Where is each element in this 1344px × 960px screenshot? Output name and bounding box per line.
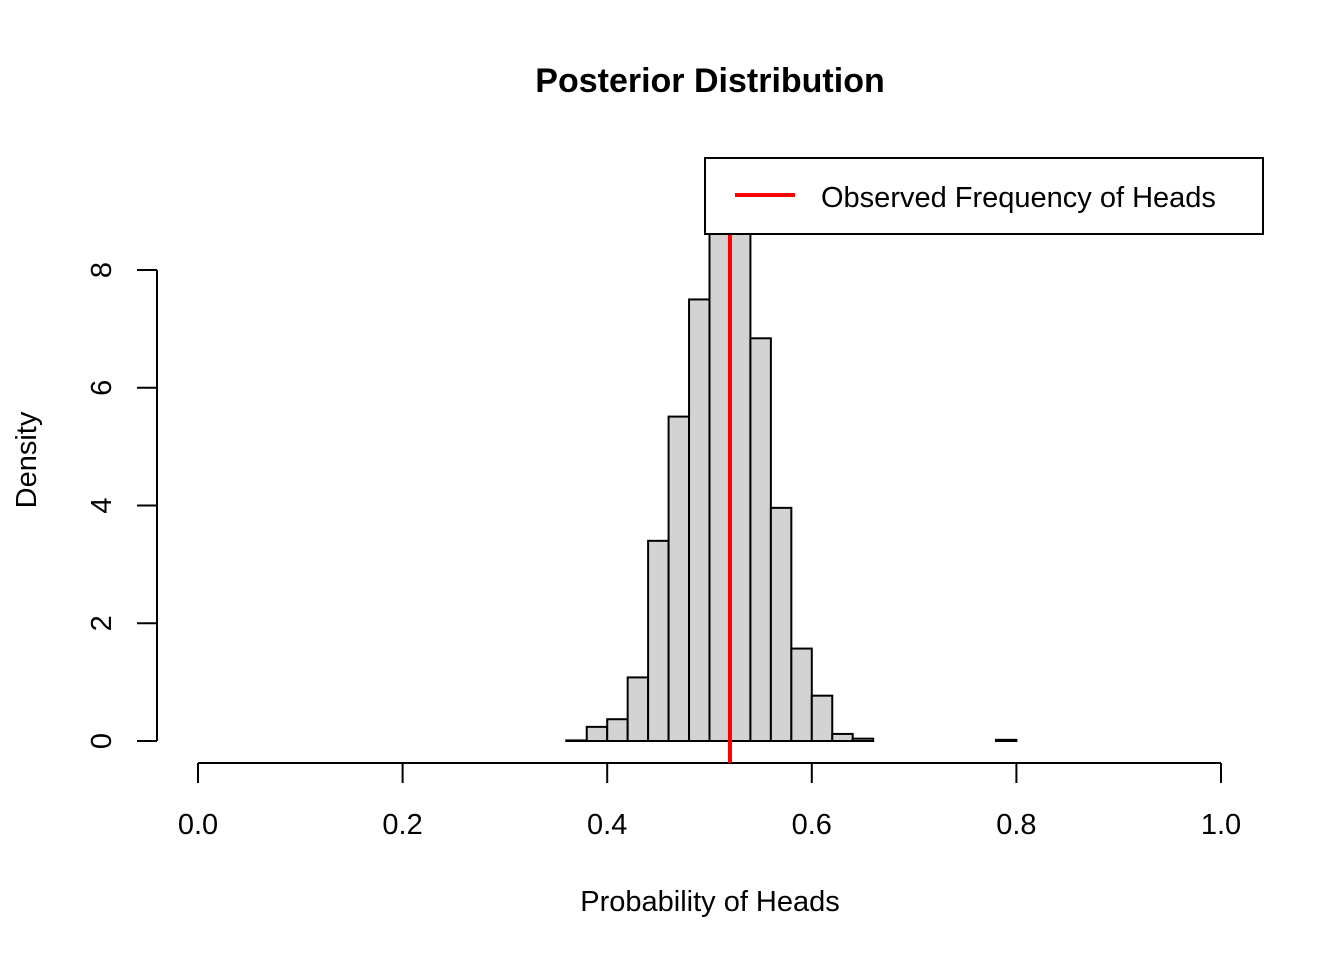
histogram-bar bbox=[647, 539, 670, 743]
histogram-bar bbox=[728, 206, 752, 743]
x-tick-label: 0.2 bbox=[382, 809, 422, 841]
histogram-bar bbox=[831, 732, 854, 742]
x-tick-label: 0.8 bbox=[996, 809, 1036, 841]
legend-box bbox=[704, 157, 1264, 235]
histogram-bar bbox=[749, 337, 772, 742]
y-tick-label: 8 bbox=[86, 262, 118, 278]
bars bbox=[565, 180, 1018, 743]
x-axis: 0.0 0.2 0.4 0.6 0.8 1.0 bbox=[178, 762, 1241, 841]
y-tick-label: 6 bbox=[86, 380, 118, 396]
histogram-bar bbox=[585, 725, 609, 742]
x-tick-label: 0.6 bbox=[792, 809, 832, 841]
x-axis-label: Probability of Heads bbox=[580, 886, 840, 918]
y-axis-label: Density bbox=[11, 411, 43, 508]
histogram-bar bbox=[667, 415, 691, 742]
y-tick-label: 2 bbox=[86, 615, 118, 631]
histogram-bar bbox=[851, 737, 875, 743]
histogram-bar bbox=[769, 506, 793, 743]
histogram-bar bbox=[565, 739, 588, 743]
histogram-bar bbox=[810, 694, 834, 743]
y-axis: 0 2 4 6 8 bbox=[86, 262, 158, 749]
histogram-bar bbox=[708, 180, 731, 742]
legend-label: Observed Frequency of Heads bbox=[821, 182, 1216, 214]
histogram-bar bbox=[994, 738, 1018, 743]
histogram-bar bbox=[626, 676, 650, 742]
x-tick-label: 0.4 bbox=[587, 809, 627, 841]
x-tick-label: 0.0 bbox=[178, 809, 218, 841]
y-tick-label: 0 bbox=[86, 733, 118, 749]
chart-title: Posterior Distribution bbox=[535, 62, 884, 100]
histogram-bar bbox=[606, 718, 629, 742]
histogram-bar bbox=[790, 647, 813, 742]
x-tick-label: 1.0 bbox=[1201, 809, 1241, 841]
y-tick-label: 4 bbox=[86, 497, 118, 513]
histogram-bar bbox=[688, 298, 711, 742]
legend: Observed Frequency of Heads bbox=[704, 157, 1264, 235]
